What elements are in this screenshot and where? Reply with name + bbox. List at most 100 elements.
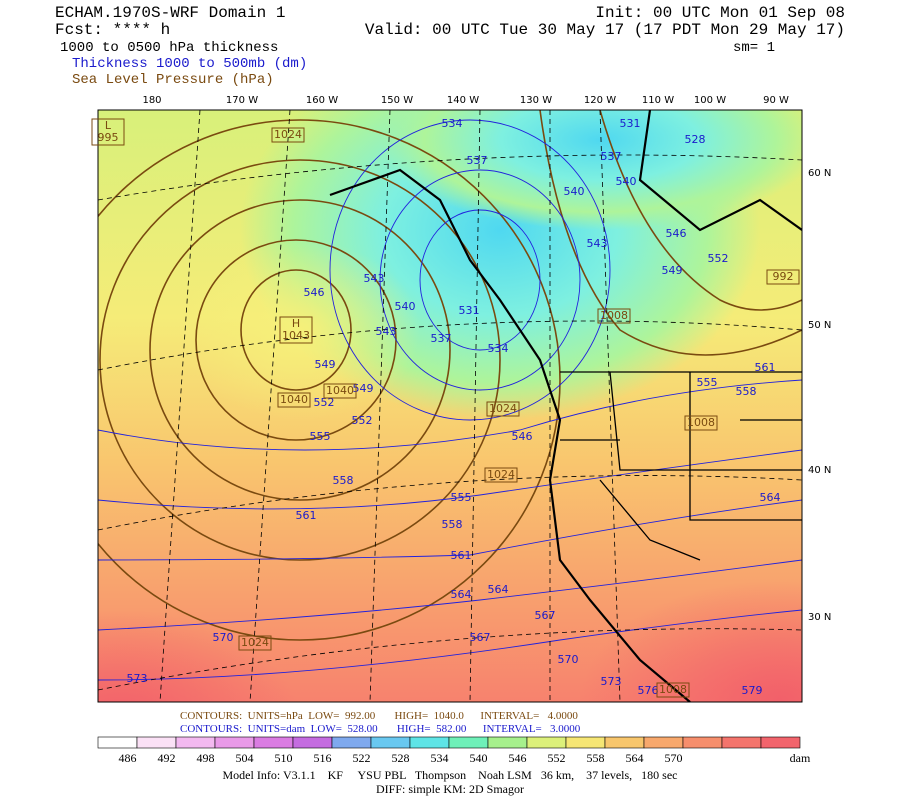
pressure-label: 1008 — [659, 683, 687, 696]
thickness-label: 534 — [488, 342, 509, 355]
thickness-label: 558 — [736, 385, 757, 398]
colorbar-box — [331, 736, 372, 749]
pressure-label: 1040 — [280, 393, 308, 406]
colorbar-box — [448, 736, 489, 749]
pressure-label: 1008 — [687, 416, 715, 429]
thickness-label: 546 — [304, 286, 325, 299]
field-name: 1000 to 0500 hPa thickness — [60, 40, 278, 56]
pressure-box — [91, 118, 125, 146]
diff-info: DIFF: simple KM: 2D Smagor — [376, 782, 524, 796]
pressure-box — [238, 635, 272, 651]
colorbar-label: 522 — [353, 751, 371, 765]
lon-label: 110 W — [642, 95, 674, 106]
thickness-label: 564 — [451, 588, 472, 601]
lat-label: 60 N — [808, 168, 831, 179]
valid-time: Valid: 00 UTC Tue 30 May 17 (17 PDT Mon … — [365, 21, 845, 39]
thickness-label: 549 — [662, 264, 683, 277]
thickness-label: 540 — [564, 185, 585, 198]
colorbar-label: 510 — [275, 751, 293, 765]
thickness-label: 558 — [333, 474, 354, 487]
pressure-label: 1024 — [274, 128, 302, 141]
pressure-label: 1024 — [489, 402, 517, 415]
colorbar-box — [604, 736, 645, 749]
thickness-label: 537 — [601, 150, 622, 163]
lon-label: 100 W — [694, 95, 726, 106]
thickness-label: 567 — [535, 609, 556, 622]
lon-label: 130 W — [520, 95, 552, 106]
colorbar-label: 570 — [665, 751, 683, 765]
contour-info-thickness: CONTOURS: UNITS=dam LOW= 528.00 HIGH= 58… — [180, 723, 581, 735]
lon-label: 120 W — [584, 95, 616, 106]
thickness-label: 534 — [442, 117, 463, 130]
thickness-label: 558 — [442, 518, 463, 531]
thickness-label: 546 — [512, 430, 533, 443]
pressure-label: 1024 — [487, 468, 515, 481]
thickness-label: 552 — [708, 252, 729, 265]
thickness-label: 561 — [296, 509, 317, 522]
thickness-label: 555 — [310, 430, 331, 443]
colorbar-box — [292, 736, 333, 749]
forecast-hour: Fcst: **** h — [55, 21, 170, 39]
colorbar-unit: dam — [790, 751, 811, 765]
thickness-label: 576 — [638, 684, 659, 697]
pressure-label: 1008 — [600, 309, 628, 322]
smoothing: sm= 1 — [733, 40, 775, 56]
lon-label: 90 W — [763, 95, 789, 106]
legend-slp: Sea Level Pressure (hPa) — [72, 72, 274, 88]
colorbar-label: 516 — [314, 751, 332, 765]
lat-label: 30 N — [808, 612, 831, 623]
pressure-box — [486, 401, 520, 417]
colorbar-box — [136, 736, 177, 749]
init-time: Init: 00 UTC Mon 01 Sep 08 — [595, 4, 845, 22]
thickness-label: 555 — [697, 376, 718, 389]
pressure-box — [277, 392, 311, 408]
colorbar-box — [760, 736, 801, 749]
thickness-label: 561 — [755, 361, 776, 374]
pressure-label: H 1043 — [282, 317, 310, 342]
colorbar-box — [565, 736, 606, 749]
thickness-label: 537 — [431, 332, 452, 345]
pressure-box — [684, 415, 718, 431]
thickness-label: 573 — [127, 672, 148, 685]
pressure-box — [271, 127, 305, 143]
map-frame — [97, 109, 803, 703]
colorbar-label: 504 — [236, 751, 254, 765]
thickness-label: 570 — [213, 631, 234, 644]
colorbar-label: 492 — [158, 751, 176, 765]
thickness-label: 549 — [315, 358, 336, 371]
map-area — [98, 110, 802, 702]
thickness-label: 543 — [587, 237, 608, 250]
colorbar-label: 564 — [626, 751, 644, 765]
thickness-label: 552 — [314, 396, 335, 409]
lon-label: 180 — [142, 95, 161, 106]
colorbar-box — [409, 736, 450, 749]
thickness-label: 528 — [685, 133, 706, 146]
pressure-label: L 995 — [98, 119, 119, 144]
thickness-label: 570 — [558, 653, 579, 666]
colorbar-box — [253, 736, 294, 749]
colorbar-box — [643, 736, 684, 749]
thickness-label: 552 — [352, 414, 373, 427]
colorbar-box — [526, 736, 567, 749]
colorbar-label: 540 — [470, 751, 488, 765]
colorbar-label: 486 — [119, 751, 137, 765]
thickness-label: 549 — [353, 382, 374, 395]
contour-info-slp: CONTOURS: UNITS=hPa LOW= 992.00 HIGH= 10… — [180, 710, 578, 722]
thickness-label: 540 — [616, 175, 637, 188]
pressure-box — [597, 308, 631, 324]
pressure-label: 1024 — [241, 636, 269, 649]
pressure-box — [279, 316, 313, 344]
pressure-box — [766, 269, 800, 285]
pressure-box — [484, 467, 518, 483]
thickness-label: 567 — [470, 631, 491, 644]
lat-label: 40 N — [808, 465, 831, 476]
lon-label: 170 W — [226, 95, 258, 106]
legend-thickness: Thickness 1000 to 500mb (dm) — [72, 56, 307, 72]
model-name: ECHAM.1970S-WRF Domain 1 — [55, 4, 285, 22]
pressure-box — [323, 383, 357, 399]
lat-label: 50 N — [808, 320, 831, 331]
thickness-label: 561 — [451, 549, 472, 562]
colorbar-label: 558 — [587, 751, 605, 765]
thickness-label: 537 — [467, 154, 488, 167]
thickness-label: 531 — [620, 117, 641, 130]
